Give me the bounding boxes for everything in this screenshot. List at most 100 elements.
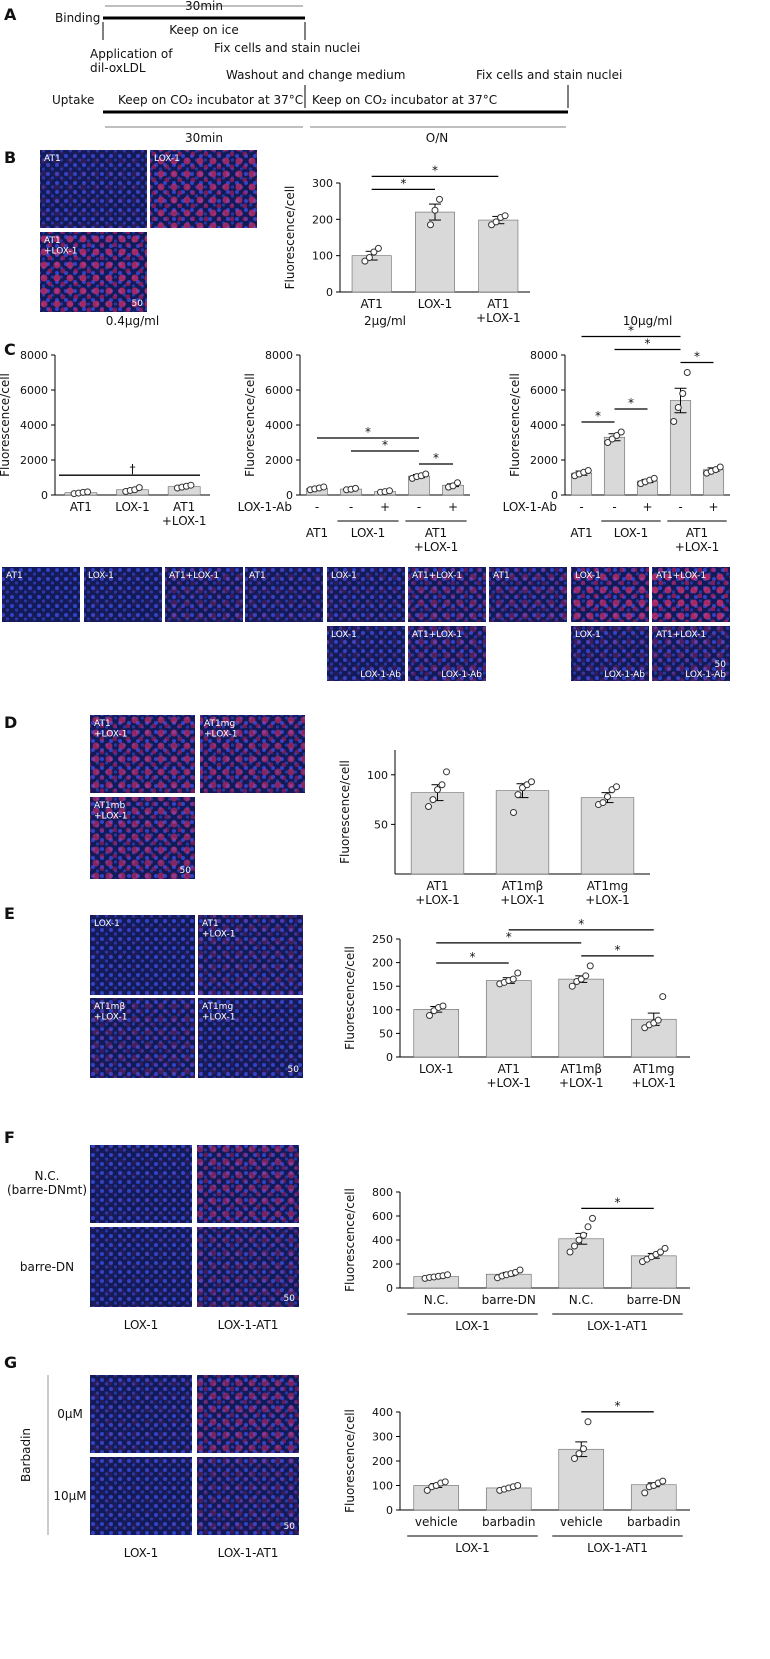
y-tick-label: 4000: [20, 419, 48, 432]
group-label: AT1 +LOX-1: [675, 526, 720, 554]
timeline-label: Fix cells and stain nuclei: [214, 41, 360, 55]
category-row-label: LOX-1-Ab: [238, 500, 292, 514]
group-label: LOX-1-AT1: [587, 1541, 648, 1555]
significance-label: *: [365, 425, 371, 439]
data-point: [650, 474, 658, 482]
panel-letter: G: [4, 1353, 17, 1372]
significance-label: *: [433, 451, 439, 465]
data-point: [429, 796, 437, 804]
x-tick-label: vehicle: [560, 1515, 603, 1529]
row-label: N.C. (barre-DNmt): [7, 1169, 87, 1197]
timeline-label: Keep on CO₂ incubator at 37°C: [312, 93, 497, 107]
micrograph-label: LOX-1: [575, 571, 601, 581]
y-tick-label: 50: [379, 1027, 393, 1040]
y-tick-label: 400: [372, 1234, 393, 1247]
x-tick-label: barre-DN: [482, 1293, 536, 1307]
bar: [413, 1485, 460, 1511]
data-point: [674, 404, 682, 411]
data-point: [586, 962, 594, 970]
timeline-label: Keep on CO₂ incubator at 37°C: [118, 93, 303, 107]
data-point: [589, 1214, 596, 1222]
scale-label: 50: [288, 1065, 300, 1075]
x-tick-label: AT1 +LOX-1: [415, 879, 460, 907]
y-tick-label: 8000: [20, 349, 48, 362]
x-tick-label: barbadin: [627, 1515, 680, 1529]
micrograph-signal: [408, 626, 486, 681]
bar: [415, 211, 455, 293]
data-point: [425, 803, 432, 811]
y-axis-label: Fluorescence/cell: [338, 760, 352, 864]
y-tick-label: 4000: [530, 419, 558, 432]
y-tick-label: 0: [286, 489, 293, 502]
timeline-label: Binding: [55, 11, 100, 25]
y-tick-label: 8000: [530, 349, 558, 362]
y-tick-label: 100: [372, 1480, 393, 1493]
micrograph-signal: [165, 567, 243, 622]
data-point: [443, 768, 450, 776]
micrograph-label: AT1mβ +LOX-1: [94, 1002, 127, 1022]
data-point: [584, 467, 592, 474]
chart-title: 2µg/ml: [364, 314, 406, 328]
timeline-label: Application of dil-oxLDL: [90, 47, 173, 75]
x-tick-label: barbadin: [482, 1515, 535, 1529]
x-tick-label: -: [315, 500, 319, 514]
data-point: [434, 786, 441, 794]
data-point: [501, 212, 509, 220]
data-point: [365, 253, 373, 261]
micrograph-signal: [652, 626, 730, 681]
y-tick-label: 0: [386, 1282, 393, 1295]
y-tick-label: 100: [367, 769, 388, 782]
data-point: [659, 1477, 667, 1485]
data-point: [683, 369, 691, 376]
data-point: [514, 1482, 522, 1489]
bar: [558, 1448, 605, 1511]
timeline-label: Keep on ice: [169, 23, 239, 37]
micrograph-signal: [40, 150, 147, 228]
chart-title: 0.4µg/ml: [106, 314, 159, 328]
y-axis-label: Fluorescence/cell: [343, 1409, 357, 1513]
x-tick-label: +: [708, 500, 718, 514]
data-point: [514, 791, 522, 799]
micrograph-signal: [245, 567, 323, 622]
data-point: [320, 483, 328, 491]
significance-label: *: [400, 176, 406, 190]
data-point: [641, 1489, 649, 1497]
data-point: [509, 975, 517, 983]
column-label: LOX-1: [124, 1318, 159, 1332]
data-point: [599, 799, 607, 807]
micrograph-sublabel: LOX-1-Ab: [604, 670, 645, 680]
data-point: [374, 244, 382, 252]
group-label: LOX-1: [455, 1541, 490, 1555]
data-point: [613, 783, 620, 791]
micrograph-label: AT1+LOX-1: [412, 571, 462, 581]
y-tick-label: 4000: [265, 419, 293, 432]
panel-letter: B: [4, 148, 16, 167]
data-point: [566, 1248, 574, 1256]
data-point: [580, 1445, 587, 1453]
significance-label: *: [694, 350, 700, 364]
data-point: [135, 484, 143, 492]
micrograph-signal: [90, 1145, 192, 1223]
y-tick-label: 6000: [20, 384, 48, 397]
x-tick-label: AT1: [70, 500, 92, 514]
micrograph-signal: [2, 567, 80, 622]
bar: [410, 792, 465, 875]
y-tick-label: 6000: [265, 384, 293, 397]
scale-label: 50: [284, 1294, 296, 1304]
micrograph-signal: [90, 915, 195, 995]
significance-label: *: [382, 438, 388, 452]
timeline: Binding 30min Keep on ice Application of dil…: [52, 0, 622, 145]
column-label: LOX-1-AT1: [218, 1546, 279, 1560]
bar: [558, 978, 605, 1058]
row-label: 10µM: [53, 1489, 86, 1503]
timeline-label: Uptake: [52, 93, 94, 107]
micrograph-label: AT1mg +LOX-1: [202, 1002, 235, 1022]
data-point: [604, 793, 611, 801]
y-tick-label: 0: [41, 489, 48, 502]
micrograph-label: AT1+LOX-1: [412, 630, 462, 640]
micrograph-signal: [150, 150, 257, 228]
micrograph-label: AT1+LOX-1: [169, 571, 219, 581]
micrograph-signal: [84, 567, 162, 622]
data-point: [510, 808, 517, 816]
x-tick-label: -: [678, 500, 682, 514]
